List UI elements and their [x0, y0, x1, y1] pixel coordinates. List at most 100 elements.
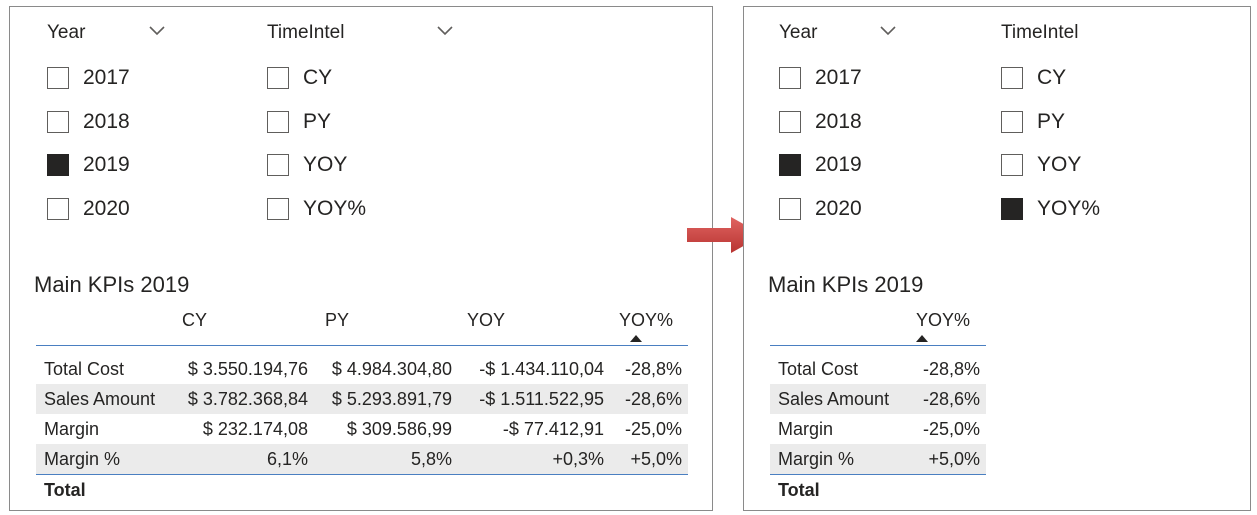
sort-ascending-icon[interactable]: [916, 335, 928, 342]
row-label: Sales Amount: [778, 389, 890, 409]
table-row: Margin % +5,0%: [770, 444, 986, 474]
column-header-yoy-pct[interactable]: YOY%: [619, 310, 674, 330]
checkbox-cy[interactable]: [1001, 67, 1023, 89]
table-row: Sales Amount -28,6%: [770, 384, 986, 414]
timeintel-option-cy[interactable]: CY: [1001, 63, 1066, 93]
checkbox-yoy[interactable]: [267, 154, 289, 176]
option-label: 2020: [815, 197, 862, 220]
timeintel-slicer-header[interactable]: TimeIntel: [1001, 21, 1201, 47]
timeintel-option-yoy[interactable]: YOY: [267, 150, 347, 180]
chevron-down-icon[interactable]: [436, 25, 454, 37]
total-row-label: Total: [44, 480, 86, 500]
checkbox-2017[interactable]: [779, 67, 801, 89]
timeintel-option-py[interactable]: PY: [1001, 107, 1065, 137]
checkbox-py[interactable]: [1001, 111, 1023, 133]
row-label: Margin %: [778, 449, 855, 469]
table-row: Sales Amount $ 3.782.368,84 $ 5.293.891,…: [36, 384, 688, 414]
chevron-down-icon[interactable]: [879, 25, 897, 37]
year-option-2020[interactable]: 2020: [47, 194, 130, 224]
option-label: 2017: [83, 66, 130, 89]
checkbox-2019[interactable]: [47, 154, 69, 176]
option-label: 2019: [83, 153, 130, 176]
year-slicer-header[interactable]: Year: [47, 21, 177, 47]
checkbox-yoy-pct[interactable]: [267, 198, 289, 220]
row-label: Total Cost: [778, 359, 859, 379]
cell-value: -28,6%: [624, 389, 682, 409]
cell-value: -$ 77.412,91: [502, 419, 604, 439]
timeintel-option-yoy-pct[interactable]: YOY%: [1001, 194, 1100, 224]
report-panel-before: Year 2017 2018 2019 2020 TimeIntel CY: [9, 6, 713, 511]
timeintel-option-yoy-pct[interactable]: YOY%: [267, 194, 366, 224]
column-header-py[interactable]: PY: [325, 310, 350, 330]
checkbox-py[interactable]: [267, 111, 289, 133]
year-slicer-header[interactable]: Year: [779, 21, 909, 47]
option-label: YOY%: [303, 197, 367, 220]
cell-value: $ 3.782.368,84: [187, 389, 308, 409]
timeintel-option-yoy[interactable]: YOY: [1001, 150, 1081, 180]
cell-value: -25,0%: [922, 419, 980, 439]
checkbox-2017[interactable]: [47, 67, 69, 89]
checkbox-2018[interactable]: [779, 111, 801, 133]
column-header-cy[interactable]: CY: [182, 310, 208, 330]
table-row: Margin % 6,1% 5,8% +0,3% +5,0%: [36, 444, 688, 474]
timeintel-slicer-title: TimeIntel: [1001, 22, 1079, 43]
table-row: Total Cost -28,8%: [770, 354, 986, 384]
option-label: 2018: [83, 110, 130, 133]
report-panel-after: Year 2017 2018 2019 2020 TimeIntel CY: [743, 6, 1251, 511]
cell-value: -28,6%: [922, 389, 980, 409]
row-label: Margin %: [44, 449, 121, 469]
cell-value: -28,8%: [922, 359, 980, 379]
checkbox-cy[interactable]: [267, 67, 289, 89]
year-slicer-title: Year: [779, 22, 818, 43]
kpi-title: Main KPIs 2019: [34, 272, 190, 297]
year-slicer-title: Year: [47, 22, 86, 43]
kpi-title: Main KPIs 2019: [768, 272, 924, 297]
total-divider: [36, 474, 688, 475]
option-label: YOY: [303, 153, 348, 176]
row-label: Margin: [44, 419, 100, 439]
cell-value: 5,8%: [410, 449, 452, 469]
matrix-header: YOY%: [770, 306, 986, 346]
column-header-yoy[interactable]: YOY: [467, 310, 506, 330]
checkbox-yoy[interactable]: [1001, 154, 1023, 176]
cell-value: 6,1%: [266, 449, 308, 469]
total-divider: [770, 474, 986, 475]
matrix-header: CY PY YOY YOY%: [36, 306, 688, 346]
timeintel-option-cy[interactable]: CY: [267, 63, 332, 93]
timeintel-option-py[interactable]: PY: [267, 107, 331, 137]
year-option-2018[interactable]: 2018: [779, 107, 862, 137]
year-option-2017[interactable]: 2017: [47, 63, 130, 93]
column-header-yoy-pct[interactable]: YOY%: [916, 310, 971, 330]
timeintel-slicer-header[interactable]: TimeIntel: [267, 21, 467, 47]
checkbox-2020[interactable]: [779, 198, 801, 220]
sort-ascending-icon[interactable]: [630, 335, 642, 342]
checkbox-2020[interactable]: [47, 198, 69, 220]
chevron-down-icon[interactable]: [148, 25, 166, 37]
year-option-2020[interactable]: 2020: [779, 194, 862, 224]
cell-value: +5,0%: [928, 449, 980, 469]
row-label: Margin: [778, 419, 834, 439]
row-label: Total Cost: [44, 359, 125, 379]
cell-value: $ 4.984.304,80: [331, 359, 452, 379]
option-label: YOY%: [1037, 197, 1101, 220]
total-row-label: Total: [778, 480, 820, 500]
option-label: 2020: [83, 197, 130, 220]
checkbox-2019[interactable]: [779, 154, 801, 176]
year-option-2019[interactable]: 2019: [779, 150, 862, 180]
year-slicer: Year 2017 2018 2019 2020: [47, 21, 177, 220]
year-option-2019[interactable]: 2019: [47, 150, 130, 180]
row-label: Sales Amount: [44, 389, 156, 409]
cell-value: $ 3.550.194,76: [187, 359, 308, 379]
cell-value: $ 232.174,08: [202, 419, 308, 439]
option-label: PY: [1037, 110, 1066, 133]
year-option-2017[interactable]: 2017: [779, 63, 862, 93]
year-option-2018[interactable]: 2018: [47, 107, 130, 137]
checkbox-2018[interactable]: [47, 111, 69, 133]
table-row: Margin $ 232.174,08 $ 309.586,99 -$ 77.4…: [36, 414, 688, 444]
cell-value: $ 5.293.891,79: [331, 389, 452, 409]
table-row: Total Cost $ 3.550.194,76 $ 4.984.304,80…: [36, 354, 688, 384]
timeintel-slicer: TimeIntel CY PY YOY YOY%: [1001, 21, 1201, 220]
checkbox-yoy-pct[interactable]: [1001, 198, 1023, 220]
table-row: Margin -25,0%: [770, 414, 986, 444]
cell-value: +5,0%: [630, 449, 682, 469]
